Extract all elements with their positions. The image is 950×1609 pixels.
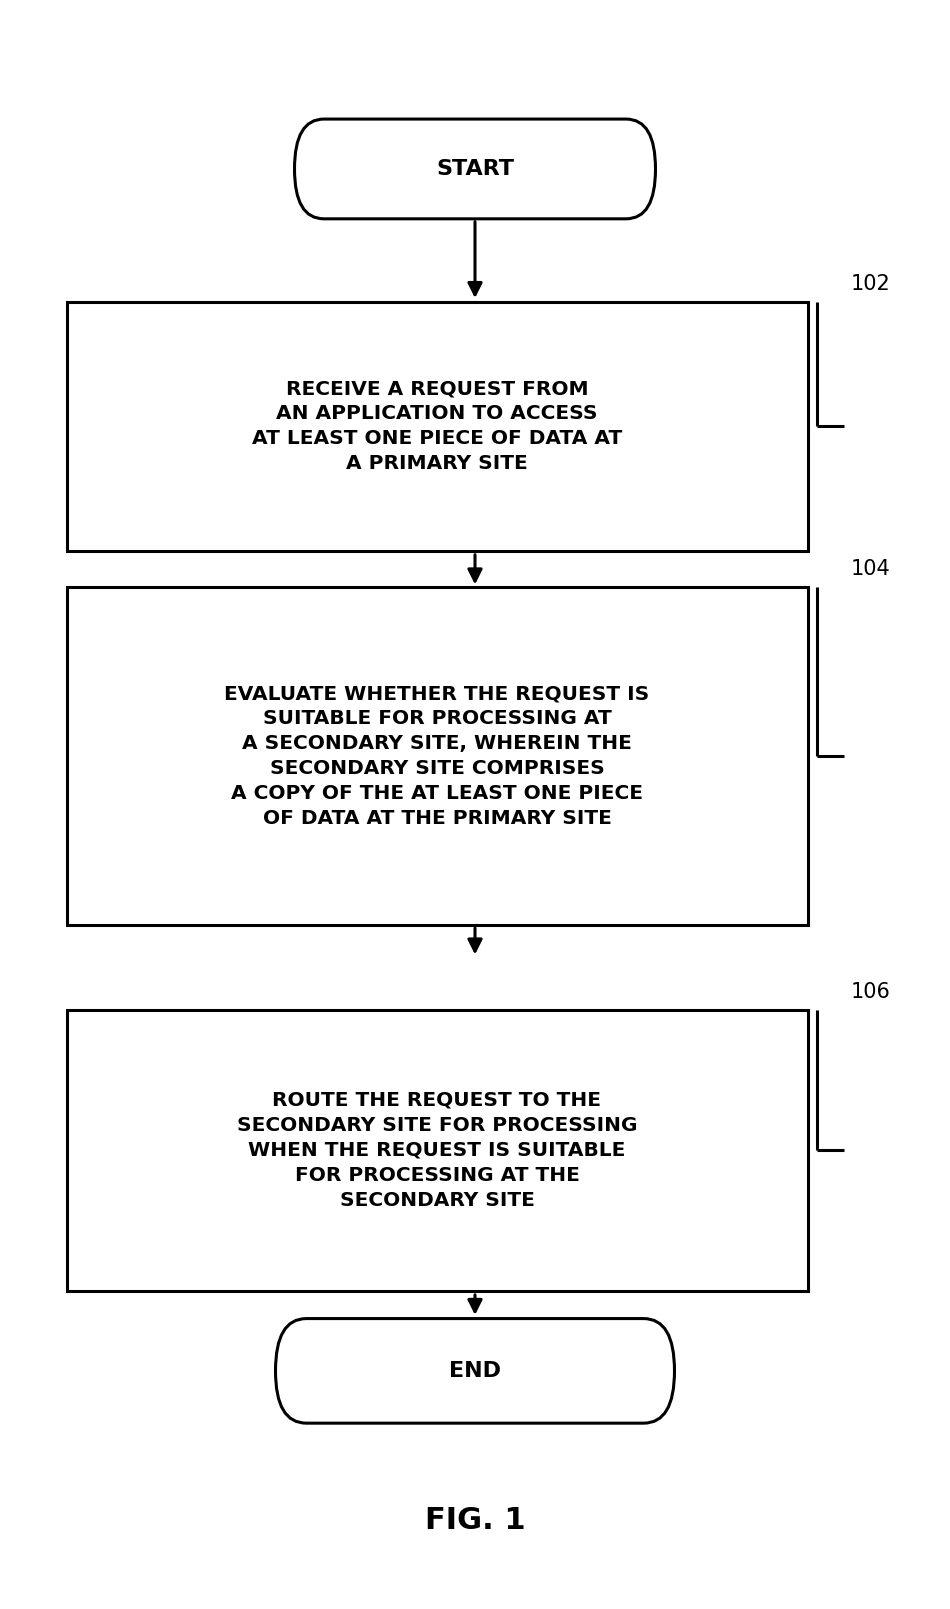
Bar [66, 1010, 808, 1290]
Text: 102: 102 [850, 274, 890, 293]
Text: FIG. 1: FIG. 1 [425, 1506, 525, 1535]
Text: ROUTE THE REQUEST TO THE
SECONDARY SITE FOR PROCESSING
WHEN THE REQUEST IS SUITA: ROUTE THE REQUEST TO THE SECONDARY SITE … [237, 1091, 637, 1210]
Text: 106: 106 [850, 981, 890, 1001]
Text: END: END [449, 1361, 501, 1381]
Bar [66, 587, 808, 925]
Text: EVALUATE WHETHER THE REQUEST IS
SUITABLE FOR PROCESSING AT
A SECONDARY SITE, WHE: EVALUATE WHETHER THE REQUEST IS SUITABLE… [224, 684, 650, 829]
FancyBboxPatch shape [276, 1319, 674, 1424]
Text: RECEIVE A REQUEST FROM
AN APPLICATION TO ACCESS
AT LEAST ONE PIECE OF DATA AT
A : RECEIVE A REQUEST FROM AN APPLICATION TO… [252, 380, 622, 473]
FancyBboxPatch shape [294, 119, 656, 219]
Text: 104: 104 [850, 560, 890, 579]
Text: START: START [436, 159, 514, 179]
Bar [66, 302, 808, 550]
